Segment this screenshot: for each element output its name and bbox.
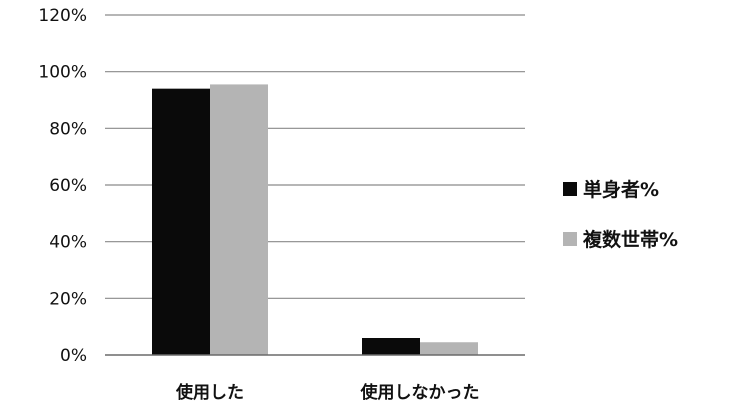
legend-swatch xyxy=(563,182,577,196)
bars xyxy=(152,84,478,356)
y-tick-label: 20% xyxy=(49,289,87,309)
legend-swatch xyxy=(563,232,577,246)
legend-label: 単身者% xyxy=(583,178,659,201)
bar-single-1 xyxy=(362,338,420,355)
x-category-label: 使用した xyxy=(175,382,244,403)
bar-multi-0 xyxy=(210,84,268,356)
y-tick-label: 0% xyxy=(60,346,87,366)
y-tick-label: 80% xyxy=(49,119,87,139)
x-axis-labels: 使用した 使用しなかった xyxy=(175,382,480,403)
y-tick-label: 100% xyxy=(38,63,87,83)
y-axis-ticks: 0% 20% 40% 60% 80% 100% 120% xyxy=(38,6,87,366)
legend: 単身者% 複数世帯% xyxy=(563,178,678,251)
bar-multi-1 xyxy=(420,342,478,355)
y-tick-label: 120% xyxy=(38,6,87,26)
y-tick-label: 40% xyxy=(49,233,87,253)
legend-label: 複数世帯% xyxy=(582,228,678,251)
y-tick-label: 60% xyxy=(49,176,87,196)
x-category-label: 使用しなかった xyxy=(360,382,480,403)
bar-single-0 xyxy=(152,88,210,356)
